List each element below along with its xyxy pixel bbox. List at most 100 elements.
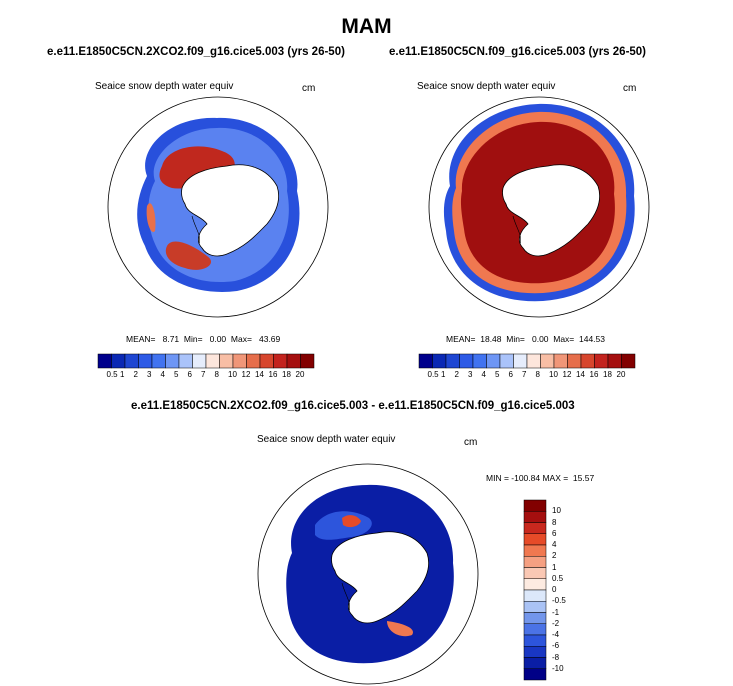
panel3-colorbar-swatch: [523, 533, 547, 546]
panel2-colorbar-tick-label: 10: [549, 370, 558, 379]
panel3-polar-map: [257, 463, 479, 685]
panel1-colorbar-tick-label: 2: [133, 370, 138, 379]
panel2-case-title: e.e11.E1850C5CN.f09_g16.cice5.003 (yrs 2…: [389, 46, 647, 58]
panel2-colorbar-swatch: [553, 353, 568, 369]
panel3-colorbar-swatch: [523, 623, 547, 636]
panel1-colorbar-swatch: [246, 353, 261, 369]
panel3-colorbar-swatch: [523, 499, 547, 512]
panel2-colorbar-tick-label: 16: [589, 370, 599, 379]
panel3-colorbar-tick-label: -4: [552, 630, 560, 639]
panel2-colorbar-labels: 0.5 1 2 3 4 5 6 7 8 10 12 14 16 18 20: [419, 370, 649, 382]
panel3-units-label: cm: [464, 437, 478, 448]
panel1-colorbar-tick-label: 20: [295, 370, 305, 379]
panel3-colorbar-tick-label: 4: [552, 540, 557, 549]
panel3-antarctica: [331, 531, 430, 624]
panel3-colorbar-tick-label: -8: [552, 652, 560, 662]
panel2-colorbar-swatch: [594, 353, 609, 369]
panel1-colorbar-swatch: [151, 353, 166, 369]
panel3-colorbar-swatch: [523, 601, 547, 613]
panel1-colorbar-swatch: [178, 353, 193, 369]
panel1-colorbar-swatch: [232, 353, 247, 369]
panel3-colorbar-tick-label: 6: [552, 528, 557, 538]
panel1-colorbar-swatch: [259, 353, 274, 369]
panel3-colorbar-swatch: [523, 657, 547, 669]
panel1-colorbar-tick-label: 8: [214, 370, 219, 379]
panel3-colorbar-swatch: [523, 556, 547, 568]
panel2-colorbar-tick-label: 14: [576, 370, 585, 379]
panel2-colorbar: [418, 353, 636, 369]
panel2-variable-label: Seaice snow depth water equiv: [417, 81, 556, 92]
panel1-ross-snow: [165, 241, 212, 270]
panel1-units-label: cm: [302, 83, 316, 94]
panel3-colorbar: [523, 499, 547, 681]
panel3-colorbar-tick-label: -2: [552, 618, 560, 628]
panel2-colorbar-swatch: [621, 353, 636, 369]
panel1-colorbar-tick-label: 4: [160, 370, 165, 379]
panel3-colorbar-tick-label: -1: [552, 607, 560, 617]
panel2-colorbar-tick-label: 12: [562, 370, 572, 379]
panel2-stats: MEAN= 18.48 Min= 0.00 Max= 144.53: [446, 334, 605, 344]
panel3-colorbar-swatch: [523, 544, 547, 557]
panel1-colorbar-swatch: [192, 353, 207, 369]
panel1-variable-label: Seaice snow depth water equiv: [95, 81, 234, 92]
panel3-stats: MIN = -100.84 MAX = 15.57: [486, 473, 595, 483]
panel1-colorbar-tick-label: 14: [255, 370, 264, 379]
panel3-colorbar-tick-label: -0.5: [552, 596, 566, 606]
panel1-colorbar-swatch: [124, 353, 139, 369]
panel2-colorbar-swatch: [486, 353, 501, 369]
panel1-colorbar-swatch: [300, 353, 315, 369]
panel1-colorbar-tick-label: 3: [147, 370, 152, 379]
panel2-colorbar-swatch: [540, 353, 555, 369]
panel2-colorbar-tick-label: 3: [468, 370, 473, 379]
panel1-colorbar-tick-label: 10: [228, 370, 237, 379]
panel3-colorbar-tick-label: 1: [552, 562, 557, 572]
panel2-polar-map: [428, 96, 650, 318]
panel3-colorbar-labels: 10 8 6 4 2 1 0.5 0 -0.5 -1 -2 -4 -6 -8 -10: [552, 500, 592, 680]
panel3-colorbar-tick-label: 2: [552, 551, 557, 561]
panel1-colorbar-tick-label: 12: [241, 370, 251, 379]
panel3-colorbar-tick-label: 0: [552, 585, 557, 594]
panel3-variable-label: Seaice snow depth water equiv: [257, 434, 396, 445]
page-title: MAM: [341, 15, 392, 38]
panel3-colorbar-tick-label: 0.5: [552, 573, 564, 583]
panel2-colorbar-tick-label: 7: [522, 370, 527, 379]
panel1-colorbar: [97, 353, 315, 369]
panel1-colorbar-swatch: [97, 353, 112, 369]
panel2-colorbar-tick-label: 18: [603, 370, 612, 379]
panel3-colorbar-tick-label: 8: [552, 517, 557, 527]
panel2-colorbar-swatch: [418, 353, 433, 369]
panel2-colorbar-tick-label: 1: [441, 370, 446, 379]
panel1-antarctica: [181, 164, 280, 257]
panel1-colorbar-swatch: [219, 353, 234, 369]
panel1-colorbar-swatch: [286, 353, 301, 369]
panel3-colorbar-swatch: [523, 646, 547, 658]
panel2-colorbar-tick-label: 5: [495, 370, 500, 379]
panel1-case-title: e.e11.E1850C5CN.2XCO2.f09_g16.cice5.003 …: [47, 46, 345, 58]
panel2-colorbar-swatch: [580, 353, 595, 369]
panel1-colorbar-swatch: [165, 353, 180, 369]
panel2-colorbar-swatch: [499, 353, 514, 369]
panel3-colorbar-swatch: [523, 511, 547, 523]
panel2-colorbar-swatch: [459, 353, 474, 369]
panel1-colorbar-tick-label: 18: [282, 370, 291, 379]
panel1-colorbar-swatch: [273, 353, 288, 369]
panel1-colorbar-swatch: [205, 353, 220, 369]
panel1-colorbar-swatch: [138, 353, 153, 369]
panel1-polar-map: [107, 96, 329, 318]
panel3-colorbar-swatch: [523, 522, 547, 534]
panel2-colorbar-tick-label: 20: [616, 370, 626, 379]
panel3-colorbar-swatch: [523, 578, 547, 591]
panel2-colorbar-tick-label: 0.5: [427, 370, 439, 379]
panel1-colorbar-swatch: [111, 353, 126, 369]
panel2-colorbar-swatch: [472, 353, 487, 369]
panel1-colorbar-labels: 0.5 1 2 3 4 5 6 7 8 10 12 14 16 18 20: [98, 370, 328, 382]
panel3-colorbar-swatch: [523, 612, 547, 624]
panel3-case-title: e.e11.E1850C5CN.2XCO2.f09_g16.cice5.003 …: [131, 400, 575, 412]
panel2-colorbar-swatch: [513, 353, 528, 369]
panel3-colorbar-swatch: [523, 567, 547, 579]
panel3-colorbar-swatch: [523, 668, 547, 681]
panel2-colorbar-swatch: [526, 353, 541, 369]
panel1-colorbar-tick-label: 1: [120, 370, 125, 379]
panel3-colorbar-tick-label: -10: [552, 663, 564, 673]
panel2-colorbar-tick-label: 6: [508, 370, 513, 379]
